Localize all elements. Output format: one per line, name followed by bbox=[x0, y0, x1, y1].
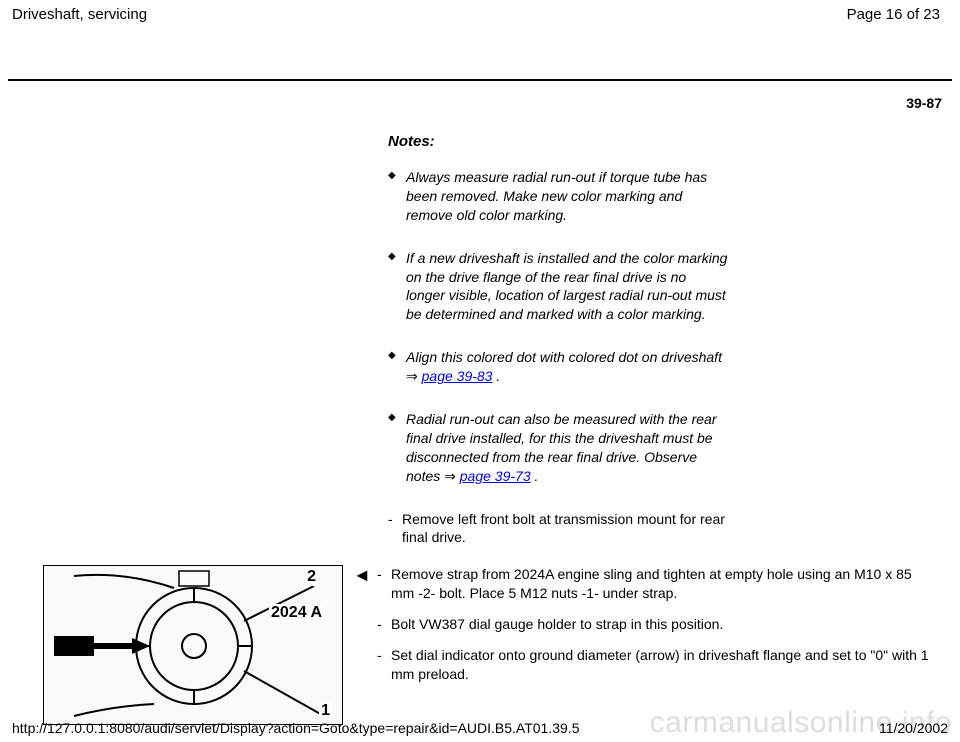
footer-url: http://127.0.0.1:8080/audi/servlet/Displ… bbox=[12, 720, 579, 736]
step-item: - Bolt VW387 dial gauge holder to strap … bbox=[377, 615, 932, 634]
notes-section: Notes: Always measure radial run-out if … bbox=[388, 133, 728, 486]
note-text: . bbox=[531, 468, 539, 484]
content-area: Notes: Always measure radial run-out if … bbox=[0, 133, 960, 725]
header-title: Driveshaft, servicing bbox=[12, 6, 147, 23]
bottom-steps: - Remove strap from 2024A engine sling a… bbox=[377, 565, 942, 695]
step-text: Bolt VW387 dial gauge holder to strap in… bbox=[391, 615, 932, 634]
notes-title: Notes: bbox=[388, 133, 728, 150]
step-item: - Remove strap from 2024A engine sling a… bbox=[377, 565, 932, 603]
step-section: - Remove left front bolt at transmission… bbox=[388, 510, 728, 548]
step-text: Remove strap from 2024A engine sling and… bbox=[391, 565, 932, 603]
arrow-icon: ⇒ bbox=[444, 468, 456, 484]
arrow-icon: ⇒ bbox=[406, 368, 418, 384]
page-footer: http://127.0.0.1:8080/audi/servlet/Displ… bbox=[12, 720, 948, 736]
footer-date: 11/20/2002 bbox=[879, 720, 948, 736]
note-item: Always measure radial run-out if torque … bbox=[388, 168, 728, 225]
diagram-label: 1 bbox=[319, 702, 332, 720]
step-item: - Remove left front bolt at transmission… bbox=[388, 510, 728, 548]
note-item: Radial run-out can also be measured with… bbox=[388, 410, 728, 486]
dash-marker: - bbox=[388, 510, 402, 548]
diagram-label: 2024 A bbox=[269, 604, 324, 622]
diagram-label: 2 bbox=[305, 568, 318, 586]
dash-marker: - bbox=[377, 615, 391, 634]
step-text: Set dial indicator onto ground diameter … bbox=[391, 646, 932, 684]
notes-list: Always measure radial run-out if torque … bbox=[388, 168, 728, 486]
note-text: . bbox=[492, 368, 500, 384]
dash-marker: - bbox=[377, 565, 391, 603]
page-link[interactable]: page 39-73 bbox=[460, 468, 531, 484]
dash-marker: - bbox=[377, 646, 391, 684]
note-item: If a new driveshaft is installed and the… bbox=[388, 249, 728, 325]
diagram-svg bbox=[44, 566, 343, 725]
pointer-icon: ◄ bbox=[353, 565, 377, 586]
page-reference-number: 39-87 bbox=[0, 81, 960, 111]
page-link[interactable]: page 39-83 bbox=[422, 368, 493, 384]
technical-diagram: 2024 A 1 2 bbox=[43, 565, 343, 725]
step-item: - Set dial indicator onto ground diamete… bbox=[377, 646, 932, 684]
note-text: Align this colored dot with colored dot … bbox=[406, 349, 722, 365]
bottom-row: 2024 A 1 2 ◄ - Remove strap from 2024A e… bbox=[18, 565, 942, 725]
note-item: Align this colored dot with colored dot … bbox=[388, 348, 728, 386]
step-text: Remove left front bolt at transmission m… bbox=[402, 510, 728, 548]
page-indicator: Page 16 of 23 bbox=[847, 6, 940, 23]
page-header: Driveshaft, servicing Page 16 of 23 bbox=[0, 0, 960, 29]
